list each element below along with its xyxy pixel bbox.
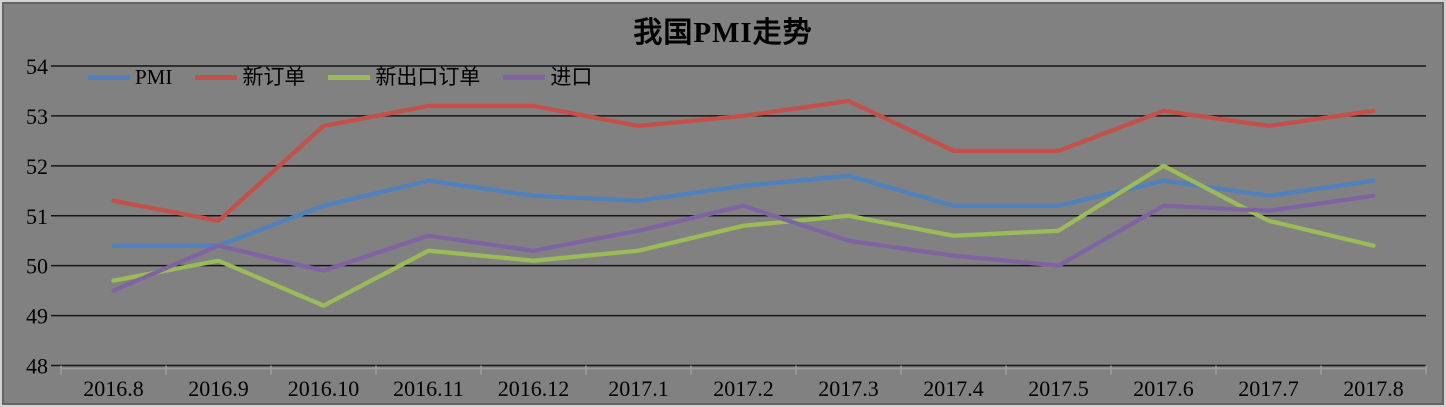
legend-label: 进口 xyxy=(550,65,593,89)
x-tick-label: 2017.8 xyxy=(1343,376,1404,401)
y-axis-labels: 48 49 50 51 52 53 54 xyxy=(26,54,48,379)
category-axis xyxy=(60,365,1427,375)
x-tick-label: 2017.1 xyxy=(608,376,669,401)
x-tick-label: 2016.10 xyxy=(288,376,360,401)
y-tick-label: 51 xyxy=(26,204,48,229)
x-tick-label: 2016.9 xyxy=(188,376,249,401)
x-tick-label: 2017.4 xyxy=(923,376,984,401)
chart-legend: PMI 新订单 新出口订单 进口 xyxy=(88,65,592,89)
series-line-进口[interactable] xyxy=(111,193,1376,293)
legend-item-pmi[interactable]: PMI xyxy=(88,65,172,89)
legend-item-new-export-orders[interactable]: 新出口订单 xyxy=(328,65,480,89)
series-line-新出口订单[interactable] xyxy=(111,163,1376,308)
new-orders-line-swatch-icon xyxy=(195,74,238,80)
legend-label: 新出口订单 xyxy=(375,65,481,89)
x-tick-label: 2016.11 xyxy=(393,376,464,401)
legend-item-imports[interactable]: 进口 xyxy=(503,65,592,89)
series-line-新订单[interactable] xyxy=(111,98,1376,223)
x-tick-label: 2017.7 xyxy=(1238,376,1299,401)
pmi-line-swatch-icon xyxy=(88,74,130,80)
x-tick-label: 2017.2 xyxy=(713,376,774,401)
new-export-orders-line-swatch-icon xyxy=(328,74,371,80)
x-tick-label: 2016.12 xyxy=(498,376,570,401)
chart-title: 我国PMI走势 xyxy=(633,17,813,49)
x-tick-label: 2017.5 xyxy=(1028,376,1089,401)
x-tick-label: 2016.8 xyxy=(83,376,144,401)
x-tick-label: 2017.3 xyxy=(818,376,879,401)
x-axis-labels: 2016.8 2016.9 2016.10 2016.11 2016.12 2017.1 2… xyxy=(83,376,1404,401)
series-line-PMI[interactable] xyxy=(111,173,1376,248)
legend-label: PMI xyxy=(135,65,173,89)
legend-item-new-orders[interactable]: 新订单 xyxy=(195,65,305,89)
gridlines xyxy=(51,65,1426,367)
imports-line-swatch-icon xyxy=(503,74,546,80)
series-lines xyxy=(111,98,1376,308)
y-tick-label: 48 xyxy=(26,354,48,379)
y-tick-label: 52 xyxy=(26,154,48,179)
y-tick-label: 49 xyxy=(26,304,48,329)
pmi-line-chart: 48 49 50 51 52 53 54 2016.8 2016.9 2016.10 2016.1… xyxy=(26,54,1427,401)
x-tick-label: 2017.6 xyxy=(1133,376,1194,401)
y-tick-label: 53 xyxy=(26,104,48,129)
y-tick-label: 54 xyxy=(26,54,48,79)
legend-label: 新订单 xyxy=(242,65,306,89)
y-tick-label: 50 xyxy=(26,254,48,279)
